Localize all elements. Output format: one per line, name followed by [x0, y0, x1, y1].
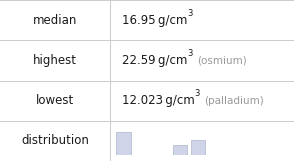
- Bar: [191, 140, 206, 155]
- Bar: [173, 145, 187, 155]
- Text: 3: 3: [187, 49, 193, 58]
- Text: 3: 3: [187, 9, 193, 18]
- Text: distribution: distribution: [21, 134, 89, 147]
- Text: 12.023 g/cm: 12.023 g/cm: [122, 94, 195, 107]
- Text: 16.95 g/cm: 16.95 g/cm: [122, 14, 187, 27]
- Text: (osmium): (osmium): [197, 55, 247, 65]
- Text: lowest: lowest: [36, 94, 74, 107]
- Text: highest: highest: [33, 54, 77, 67]
- Text: median: median: [33, 14, 77, 27]
- Bar: [116, 132, 131, 155]
- Text: (palladium): (palladium): [205, 96, 264, 106]
- Text: 3: 3: [195, 89, 200, 98]
- Text: 22.59 g/cm: 22.59 g/cm: [122, 54, 187, 67]
